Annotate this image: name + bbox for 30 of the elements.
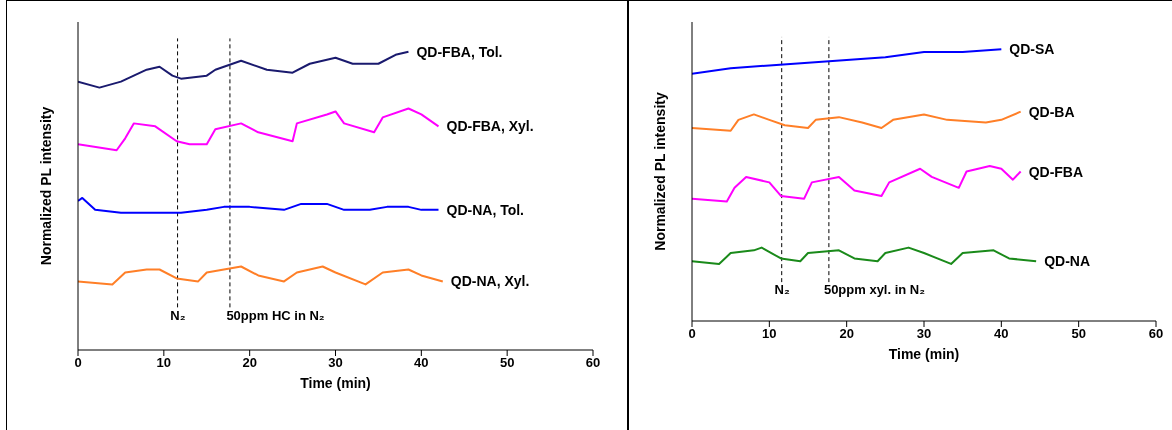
x-tick-label: 30	[916, 326, 932, 342]
series-label: QD-FBA	[1028, 163, 1084, 180]
x-tick-label: 10	[762, 326, 777, 342]
annotation: 50ppm HC in N₂	[226, 308, 325, 324]
series-label: QD-BA	[1028, 103, 1075, 120]
y-axis-title: Normalized PL intensity	[651, 92, 668, 251]
x-tick-label: 40	[414, 355, 429, 371]
x-tick-label: 20	[839, 326, 854, 342]
x-axis-title: Time (min)	[300, 375, 371, 391]
x-tick-label: 60	[585, 355, 601, 371]
x-axis-title: Time (min)	[888, 346, 960, 362]
x-tick-label: 30	[328, 355, 343, 371]
annotation: N₂	[170, 308, 186, 324]
series-label: QD-FBA, Tol.	[416, 43, 503, 60]
x-tick-label: 0	[74, 355, 82, 371]
series-label: QD-NA, Xyl.	[450, 273, 530, 290]
annotation: 50ppm xyl. in N₂	[823, 282, 926, 298]
series-label: QD-NA	[1044, 253, 1091, 270]
series-label: QD-NA, Tol.	[446, 201, 525, 218]
x-tick-label: 20	[242, 355, 257, 371]
y-axis-title: Normalized PL intensity	[37, 106, 54, 266]
x-tick-label: 0	[688, 326, 696, 342]
annotation: N₂	[774, 282, 790, 298]
x-tick-label: 50	[1071, 326, 1086, 342]
x-tick-label: 10	[156, 355, 172, 371]
series-label: QD-SA	[1009, 41, 1055, 58]
x-tick-label: 50	[499, 355, 515, 371]
x-tick-label: 40	[994, 326, 1009, 342]
series-label: QD-FBA, Xyl.	[446, 118, 534, 135]
x-tick-label: 60	[1148, 326, 1164, 342]
